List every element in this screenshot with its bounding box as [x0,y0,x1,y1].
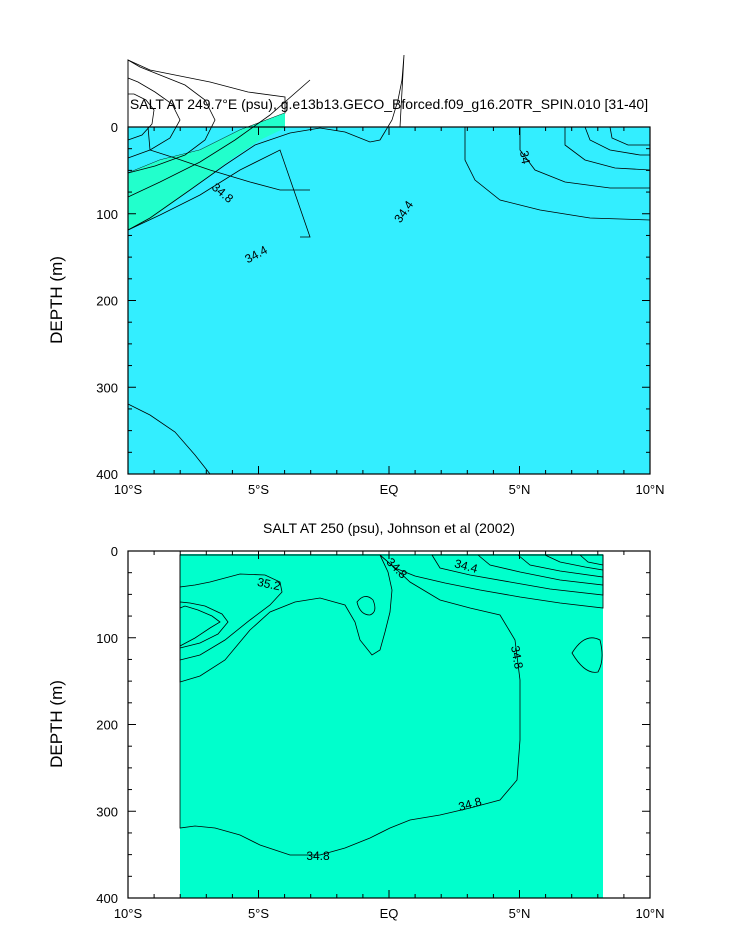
obs-label-35.2: 35.2 [256,575,282,594]
panel-model-ylabel: DEPTH (m) [47,256,66,344]
obs-closed-contour-8n [571,637,603,673]
panel-obs: SALT AT 250 (psu), Johnson et al (2002) … [47,520,665,921]
y-tick-label: 100 [96,207,118,222]
panel-model-bg [128,127,650,474]
model-band-34.8 [127,59,216,174]
obs-label-34.8-bottom: 34.8 [306,849,330,863]
x-tick-label: 5°S [248,482,269,497]
obs-band-35.4 [179,601,229,649]
obs-core-33.6 [578,554,604,566]
model-label-34: 34 [517,150,533,166]
obs-band-34.8 [179,554,521,856]
model-contour-34.6 [127,79,311,198]
y-tick-label: 200 [96,718,118,733]
model-region-sw-34.6b [128,113,285,230]
model-core-35.2 [127,93,155,141]
x-tick-label: 10°N [635,906,664,921]
model-contour-34.6-top [147,126,310,191]
panel-model-title: SALT AT 249.7°E (psu), g.e13b13.GECO_Bfo… [130,96,648,112]
y-tick-label: 300 [96,804,118,819]
obs-field-bg [180,554,603,898]
x-tick-label: EQ [380,906,399,921]
panel-model-ticks: 10°S 5°S EQ 5°N 10°N 0 100 200 300 400 [96,120,664,497]
model-band-35.0 [127,77,181,159]
panel-obs-ylabel: DEPTH (m) [47,680,66,768]
panel-model: SALT AT 249.7°E (psu), g.e13b13.GECO_Bfo… [47,54,665,497]
obs-label-34.8-lower: 34.8 [457,794,483,814]
y-tick-label: 0 [111,120,118,135]
obs-label-34.4: 34.4 [453,556,479,576]
y-tick-label: 400 [96,891,118,906]
y-tick-label: 300 [96,380,118,395]
obs-band-35.0 [179,554,393,683]
obs-closed-contour-eq [356,596,376,616]
panel-obs-title: SALT AT 250 (psu), Johnson et al (2002) [263,520,515,536]
model-contour-34.4-main [127,54,405,231]
y-tick-label: 200 [96,294,118,309]
model-contour-34.4-sw [127,149,311,238]
x-tick-label: 10°S [114,906,143,921]
y-tick-label: 400 [96,467,118,482]
x-tick-label: 5°N [509,482,531,497]
x-tick-label: EQ [380,482,399,497]
obs-band-35.2 [179,573,283,661]
x-tick-label: 10°N [635,482,664,497]
obs-label-34.8-east: 34.8 [508,645,526,671]
x-tick-label: 10°S [114,482,143,497]
y-tick-label: 0 [111,544,118,559]
y-tick-label: 100 [96,631,118,646]
x-tick-label: 5°N [509,906,531,921]
obs-core-35.6 [179,605,221,647]
panel-obs-ticks: 10°S 5°S EQ 5°N 10°N 0 100 200 300 400 [96,544,664,921]
x-tick-label: 5°S [248,906,269,921]
